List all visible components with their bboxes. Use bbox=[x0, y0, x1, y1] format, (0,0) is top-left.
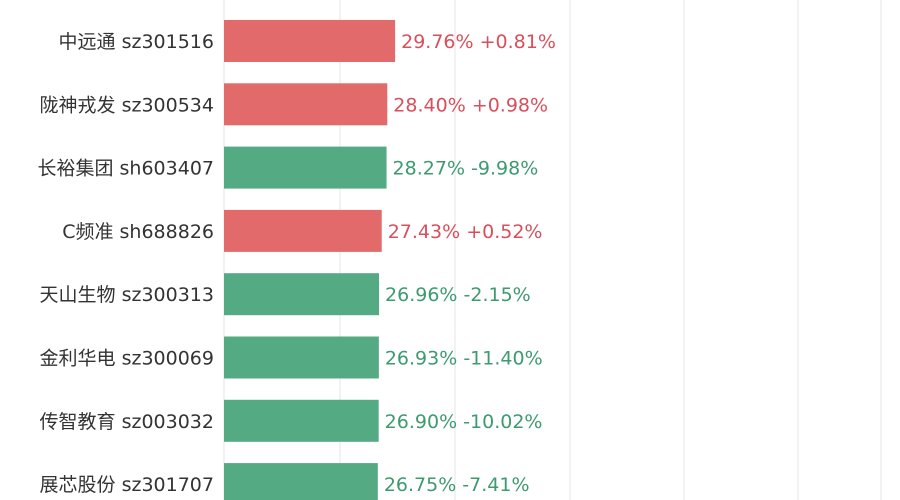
value-labels: 29.76% +0.81% 28.40% +0.98% 28.27% -9.98% 2… bbox=[384, 31, 556, 496]
value-label: 26.93% -11.40% bbox=[385, 348, 543, 370]
category-label: C频准 sh688826 bbox=[62, 221, 214, 243]
bar bbox=[224, 463, 378, 500]
value-label: 27.43% +0.52% bbox=[388, 221, 543, 243]
value-label: 26.90% -10.02% bbox=[385, 411, 543, 433]
bars bbox=[224, 20, 396, 500]
category-label: 天山生物 sz300313 bbox=[40, 284, 214, 306]
category-label: 中远通 sz301516 bbox=[59, 31, 214, 53]
value-label: 28.40% +0.98% bbox=[393, 94, 548, 116]
bar bbox=[224, 273, 380, 316]
bar bbox=[224, 83, 388, 126]
value-label: 26.75% -7.41% bbox=[384, 474, 530, 496]
value-label: 29.76% +0.81% bbox=[401, 31, 556, 53]
value-label: 28.27% -9.98% bbox=[393, 158, 539, 180]
category-label: 展芯股份 sz301707 bbox=[40, 474, 214, 496]
bar bbox=[224, 209, 382, 252]
category-label: 金利华电 sz300069 bbox=[40, 348, 214, 370]
bar bbox=[224, 146, 387, 189]
category-label: 传智教育 sz003032 bbox=[40, 411, 214, 433]
value-label: 26.96% -2.15% bbox=[385, 284, 531, 306]
category-label: 陇神戎发 sz300534 bbox=[40, 94, 214, 116]
category-label: 长裕集团 sh603407 bbox=[37, 158, 214, 180]
bar bbox=[224, 20, 396, 62]
bar bbox=[224, 336, 379, 379]
bar bbox=[224, 399, 379, 442]
row-labels: 中远通 sz301516 陇神戎发 sz300534 长裕集团 sh603407 C频… bbox=[37, 31, 214, 496]
